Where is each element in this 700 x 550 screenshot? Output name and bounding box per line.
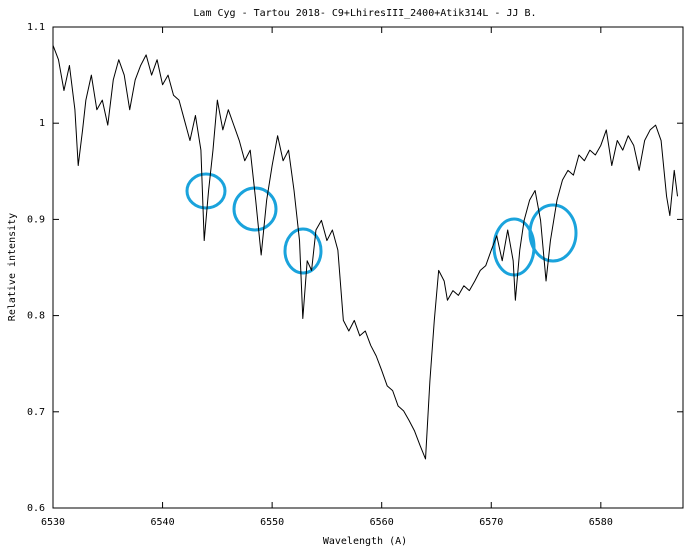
plot-frame xyxy=(52,26,684,509)
x-tick-label: 6570 xyxy=(479,517,503,528)
y-tick-label: 0.8 xyxy=(27,311,45,322)
x-tick-label: 6530 xyxy=(41,517,65,528)
annotations xyxy=(185,172,578,277)
y-tick-label: 0.7 xyxy=(27,407,45,418)
y-axis-label: Relative intensity xyxy=(7,213,18,321)
x-tick-label: 6560 xyxy=(370,517,394,528)
highlight-circle xyxy=(283,227,323,275)
chart-title: Lam Cyg - Tartou 2018- C9+LhiresIII_2400… xyxy=(193,8,536,19)
x-tick-label: 6580 xyxy=(589,517,613,528)
highlight-circle xyxy=(492,217,536,277)
y-tick-label: 0.9 xyxy=(27,214,45,225)
x-axis-label: Wavelength (A) xyxy=(323,536,407,547)
y-tick-label: 0.6 xyxy=(27,503,45,514)
y-tick-label: 1.1 xyxy=(27,22,45,33)
highlight-circle xyxy=(185,172,227,210)
x-tick-label: 6540 xyxy=(151,517,175,528)
y-tick-label: 1 xyxy=(39,118,45,129)
highlight-circle xyxy=(232,186,278,232)
spectrum-line xyxy=(52,45,679,460)
highlight-circle xyxy=(528,203,578,263)
x-tick-label: 6550 xyxy=(260,517,284,528)
